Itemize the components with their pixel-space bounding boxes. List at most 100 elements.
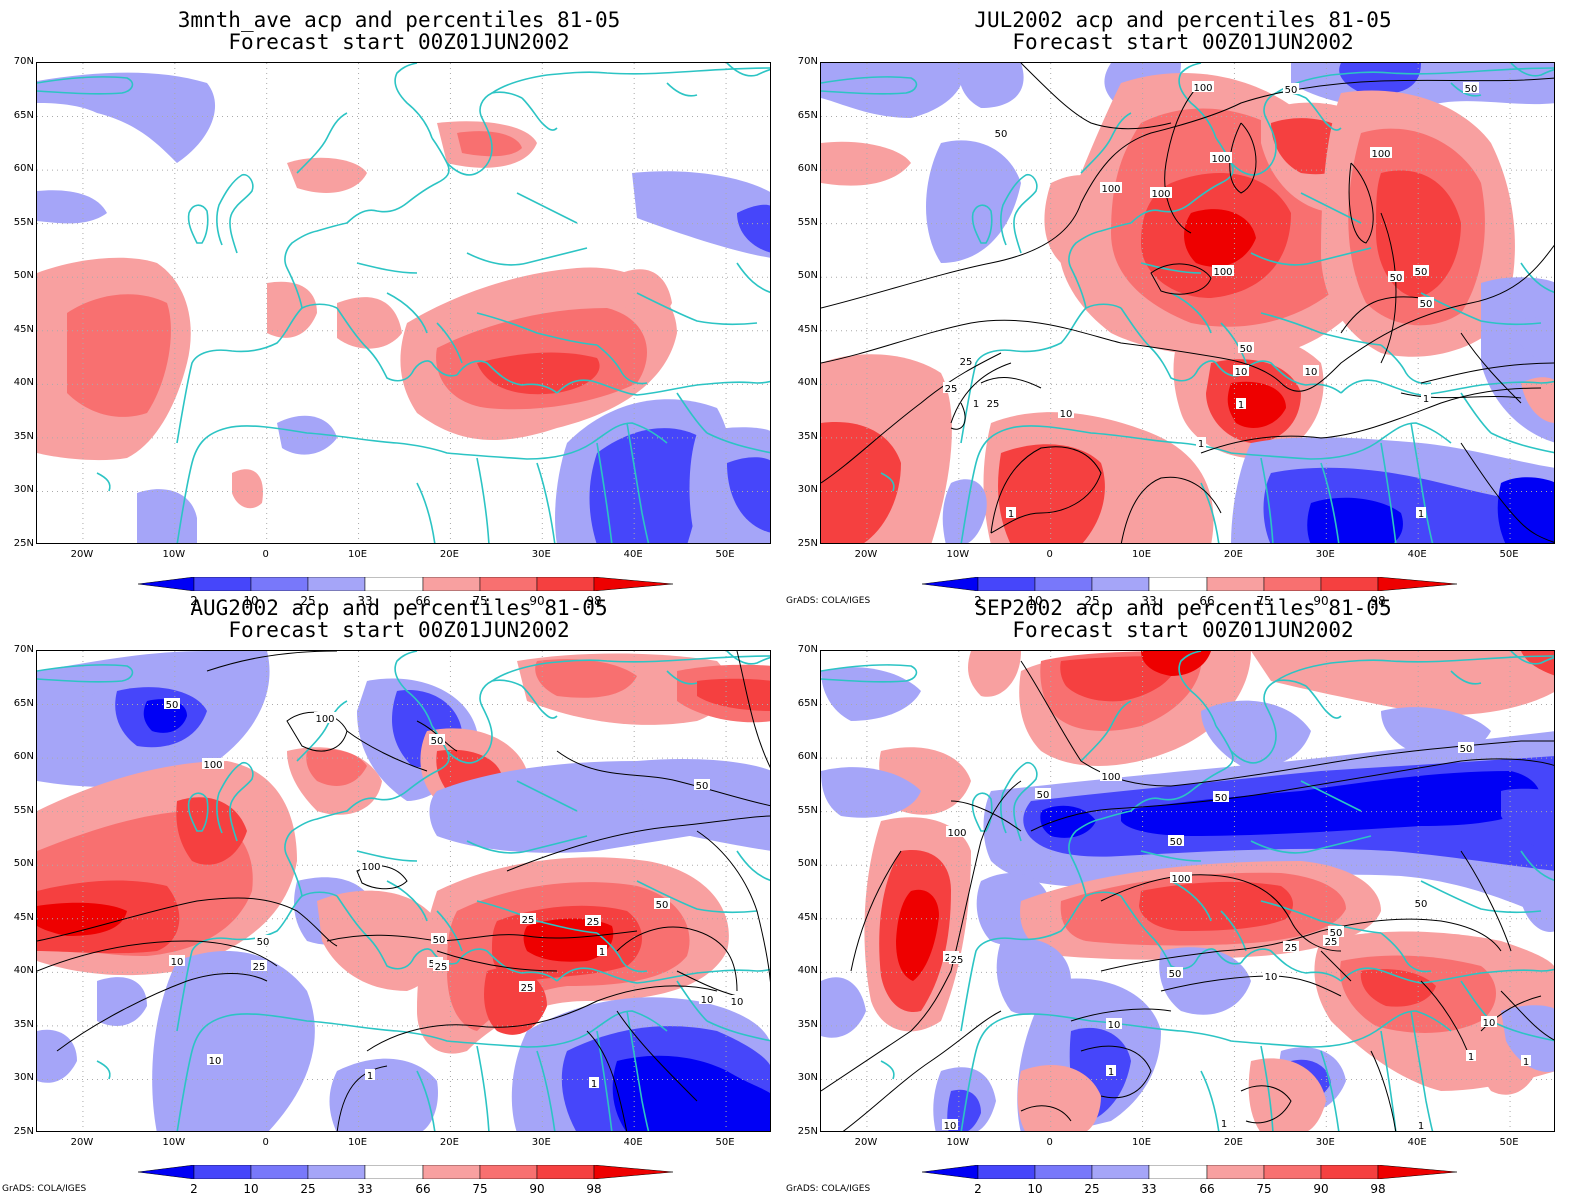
- graticule: [37, 63, 770, 543]
- grads-credit: GrADS: COLA/IGES: [2, 1184, 87, 1194]
- lat-tick-label: 50N: [13, 858, 34, 870]
- shade-p10: [727, 457, 770, 533]
- lon-tick-label: 10W: [162, 1137, 186, 1148]
- coast-line: [1140, 850, 1202, 862]
- lat-tick-label: 40N: [797, 965, 818, 977]
- coast-line: [1170, 292, 1212, 334]
- shade-p33: [821, 767, 921, 818]
- coast-line: [596, 932, 648, 973]
- svg-text:25: 25: [521, 983, 534, 994]
- shade-p33: [632, 171, 770, 258]
- coast-line: [187, 204, 209, 244]
- contour-label: 25: [949, 953, 965, 966]
- coast-line: [1240, 360, 1342, 394]
- shade-p33: [37, 679, 97, 703]
- contour-label: 50: [164, 698, 180, 711]
- coast-line: [556, 379, 770, 396]
- coast-line: [1380, 932, 1432, 973]
- coast-line: [476, 312, 598, 346]
- colorbar-label: 25: [300, 594, 316, 608]
- contour-label: 50: [255, 935, 271, 948]
- contour-line: [736, 651, 770, 768]
- percentile-shading: [37, 72, 770, 543]
- map-panel-1: 3mnth_ave acp and percentiles 81-05 Forec…: [0, 0, 798, 607]
- contour-label: 1: [1521, 1055, 1531, 1068]
- contour-line: [696, 830, 770, 983]
- colorbar-label: 10: [243, 1182, 259, 1196]
- coast-line: [1250, 247, 1372, 266]
- coast-line: [1300, 780, 1362, 812]
- shade-p33: [1521, 875, 1554, 932]
- contour-label: 100: [1100, 182, 1122, 195]
- shade-p66: [267, 281, 317, 338]
- colorbar-arrow-high: [1377, 577, 1457, 591]
- svg-text:50: 50: [1415, 899, 1428, 910]
- graticule: [821, 651, 1554, 1131]
- colorbar-label: 98: [1370, 594, 1386, 608]
- coast-line: [336, 895, 458, 970]
- lat-tick-label: 45N: [13, 323, 34, 335]
- panel-title: 3mnth_ave acp and percentiles 81-05: [177, 8, 621, 32]
- svg-text:50: 50: [1330, 928, 1343, 939]
- coast-line: [1170, 880, 1212, 922]
- colorbar-swatch: [1263, 1165, 1322, 1179]
- panel-subtitle: Forecast start 00Z01JUN2002: [1012, 30, 1354, 54]
- svg-text:1: 1: [367, 1071, 373, 1082]
- coast-line: [636, 292, 758, 326]
- coast-line: [346, 725, 450, 812]
- shade-p33: [1159, 947, 1251, 1015]
- panel-title: JUL2002 acp and percentiles 81-05: [974, 8, 1392, 32]
- colorbar-label: 33: [357, 594, 373, 608]
- panel-title: SEP2002 acp and percentiles 81-05: [974, 596, 1392, 620]
- coast-line: [521, 685, 558, 719]
- shade-p33: [152, 951, 315, 1131]
- svg-text:100: 100: [361, 862, 380, 873]
- lat-tick-label: 35N: [797, 1018, 818, 1030]
- colorbar-swatch: [1206, 1165, 1265, 1179]
- panel-subtitle: Forecast start 00Z01JUN2002: [228, 618, 570, 642]
- svg-text:10: 10: [209, 1056, 222, 1067]
- colorbar-label: 2: [190, 594, 198, 608]
- lat-tick-label: 70N: [13, 644, 34, 655]
- contour-label: 100: [1212, 265, 1234, 278]
- shade-p10: [737, 204, 770, 253]
- svg-text:25: 25: [951, 955, 964, 966]
- contour-line: [1100, 874, 1342, 952]
- coast-line: [880, 472, 895, 492]
- coast-line: [736, 262, 770, 294]
- lat-tick-label: 30N: [13, 1072, 34, 1084]
- colorbar-label: 10: [1027, 594, 1043, 608]
- svg-text:25: 25: [587, 917, 600, 928]
- coast-line: [37, 664, 134, 683]
- coast-line: [1510, 63, 1554, 77]
- coast-line: [336, 307, 458, 382]
- contour-line: [1200, 387, 1542, 454]
- contour-line: [616, 926, 738, 992]
- coast-line: [676, 392, 708, 434]
- lat-tick-label: 50N: [797, 270, 818, 282]
- contour-line: [616, 1010, 698, 1102]
- colorbar-label: 90: [1313, 1182, 1329, 1196]
- contour-label: 25: [1283, 941, 1299, 954]
- svg-text:1: 1: [1418, 509, 1424, 520]
- contour-label: 1: [1466, 1050, 1476, 1063]
- contour-label: 10: [1058, 407, 1074, 420]
- shade-p98: [1227, 381, 1286, 428]
- colorbar-label: 2: [974, 594, 982, 608]
- coast-line: [1520, 262, 1554, 294]
- shade-p98: [1141, 651, 1211, 676]
- colorbar-label: 33: [1141, 1182, 1157, 1196]
- colorbar-arrow-high: [1377, 1165, 1457, 1179]
- contour-line: [821, 352, 1002, 484]
- contour-line: [821, 77, 1554, 309]
- svg-text:100: 100: [1211, 154, 1230, 165]
- coast-line: [446, 679, 523, 764]
- contour-label: 100: [946, 826, 968, 839]
- percentile-shading: [37, 651, 770, 1131]
- svg-text:10: 10: [1108, 1020, 1121, 1031]
- coast-line: [1250, 835, 1372, 854]
- svg-text:100: 100: [1371, 149, 1390, 160]
- contour-label: 50: [1413, 265, 1429, 278]
- shade-p33: [821, 667, 921, 721]
- coast-line: [1510, 651, 1554, 665]
